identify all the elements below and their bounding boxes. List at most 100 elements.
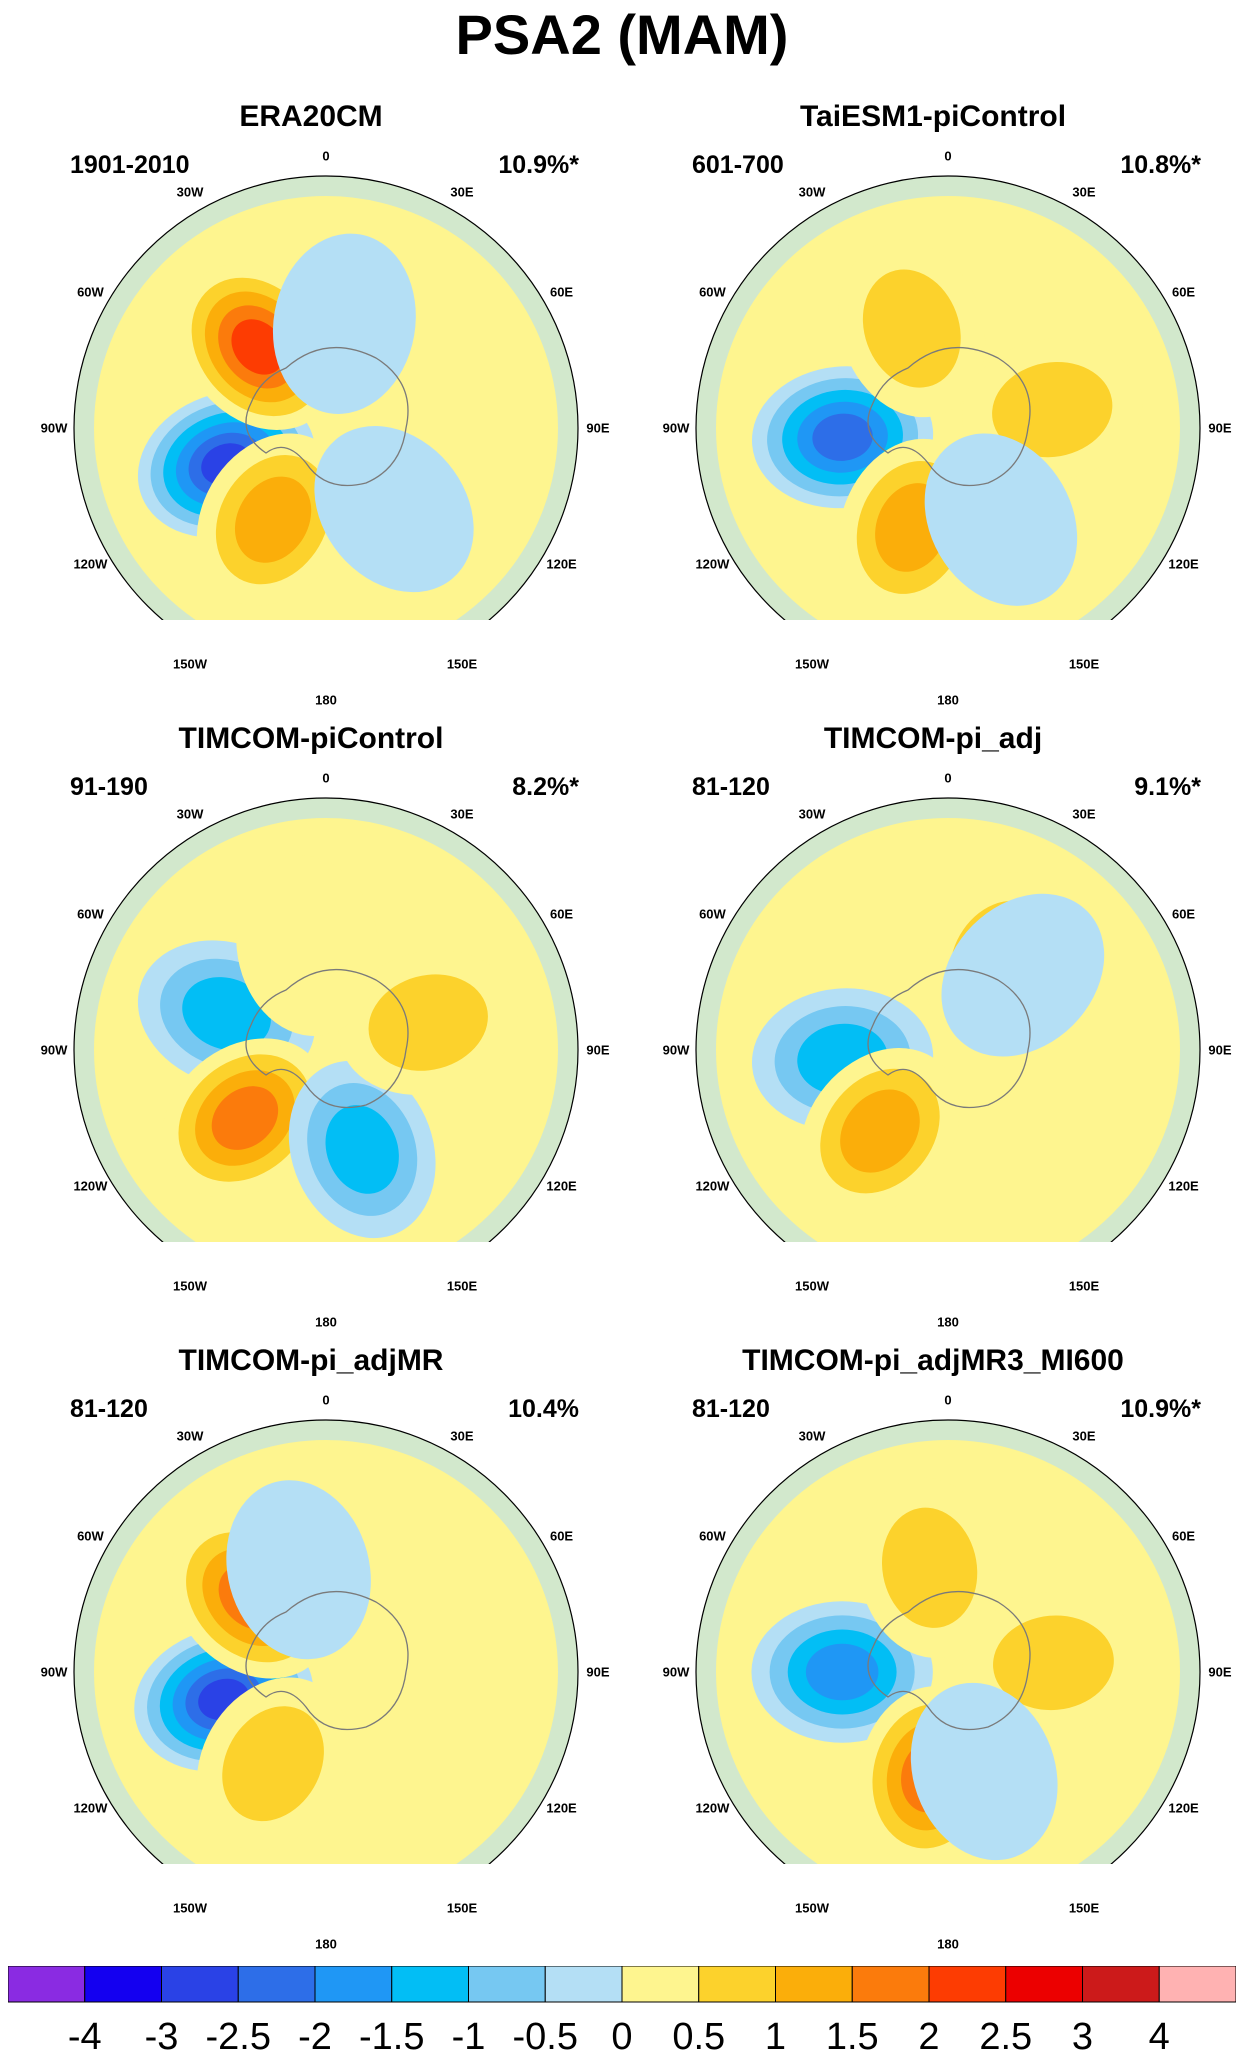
antarctic-coastline <box>245 347 409 487</box>
longitude-label: 90W <box>662 1664 690 1680</box>
longitude-label: 90E <box>1208 1664 1232 1680</box>
negative-anomaly-contour <box>941 893 1105 1057</box>
longitude-label: 150E <box>1068 1278 1100 1294</box>
longitude-label: 150W <box>795 656 829 672</box>
explained-variance: 8.2%* <box>512 773 579 801</box>
longitude-label: 60W <box>699 284 726 300</box>
longitude-label: 0 <box>944 1392 952 1408</box>
colorbar-tick-label: -2 <box>298 2016 332 2058</box>
colorbar-tick-label: -1 <box>451 2016 486 2058</box>
negative-anomaly-contour <box>910 1682 1058 1861</box>
colorbar <box>8 1966 1236 2003</box>
longitude-label: 90E <box>1208 420 1232 436</box>
colorbar-segment <box>851 1966 930 2003</box>
longitude-label: 120W <box>73 1178 108 1194</box>
longitude-label: 120E <box>1168 1178 1199 1194</box>
explained-variance: 10.8%* <box>1120 151 1201 179</box>
colorbar-tick-label: 1.5 <box>825 2016 879 2058</box>
positive-anomaly-contour <box>993 1615 1114 1711</box>
longitude-label: 60E <box>549 1528 574 1544</box>
longitude-label: 180 <box>937 692 959 708</box>
polar-map <box>73 1419 579 1864</box>
panel-title: TIMCOM-pi_adjMR <box>178 1344 444 1377</box>
colorbar-tick-label: 3 <box>1071 2016 1094 2058</box>
longitude-label: 0 <box>322 770 330 786</box>
colorbar-segment <box>1082 1966 1160 2003</box>
map-border <box>73 797 579 1242</box>
longitude-label: 60E <box>549 284 574 300</box>
longitude-label: 30E <box>1072 1428 1096 1444</box>
map-panel: TIMCOM-pi_adjMR3_MI600 81-120 10.9%* 0 30E 60… <box>622 1244 1244 1952</box>
longitude-label: 30E <box>1072 184 1096 200</box>
longitude-label: 120W <box>695 1178 730 1194</box>
longitude-label: 90E <box>1208 1042 1232 1058</box>
map-background <box>696 1420 1200 1864</box>
panel-title: TIMCOM-piControl <box>178 722 444 755</box>
longitude-label: 90W <box>662 420 690 436</box>
longitude-label: 30E <box>1072 806 1096 822</box>
longitude-label: 120W <box>73 556 108 572</box>
polar-map <box>73 797 579 1242</box>
longitude-label: 30W <box>176 1428 204 1444</box>
longitude-label: 60W <box>77 1528 104 1544</box>
longitude-label: 120W <box>695 1800 730 1816</box>
longitude-label: 120E <box>1168 1800 1199 1816</box>
colorbar-tick-label: -2.5 <box>205 2016 271 2058</box>
negative-anomaly-contour <box>924 433 1078 606</box>
longitude-label: 0 <box>322 1392 330 1408</box>
longitude-label: 90W <box>40 420 68 436</box>
panel-title: TIMCOM-pi_adj <box>823 722 1043 755</box>
longitude-label: 90E <box>586 420 610 436</box>
positive-anomaly-contour <box>368 974 488 1071</box>
colorbar-tick-label: -4 <box>67 2016 102 2058</box>
map-border <box>695 175 1201 620</box>
colorbar-tick-label: 1 <box>764 2016 787 2058</box>
longitude-label: 90W <box>40 1664 68 1680</box>
longitude-label: 90W <box>40 1042 68 1058</box>
figure-title: PSA2 (MAM) <box>455 3 789 66</box>
panel-period: 1901-2010 <box>70 151 190 179</box>
colorbar-segment <box>84 1966 162 2003</box>
panel-title: ERA20CM <box>239 100 383 133</box>
colorbar-tick-label: 2 <box>918 2016 940 2058</box>
antarctic-coastline <box>867 1591 1031 1731</box>
panel-period: 81-120 <box>70 1395 148 1423</box>
longitude-label: 150W <box>173 1900 207 1916</box>
polar-map <box>73 175 579 620</box>
panel-period: 91-190 <box>70 773 148 801</box>
colorbar-segment <box>775 1966 853 2003</box>
colorbar-segment <box>8 1966 86 2003</box>
longitude-label: 0 <box>944 770 952 786</box>
positive-anomaly-contour <box>234 476 312 563</box>
polar-map <box>695 1419 1201 1864</box>
colorbar-segment <box>621 1966 700 2003</box>
colorbar-segment <box>161 1966 239 2003</box>
longitude-label: 60E <box>1171 284 1196 300</box>
longitude-label: 180 <box>937 1314 959 1330</box>
longitude-label: 120E <box>546 1800 577 1816</box>
map-panel: ERA20CM 1901-2010 10.9%* 0 30E 60E 90E 120E 150E… <box>0 0 622 708</box>
longitude-label: 150W <box>795 1278 829 1294</box>
colorbar-segment <box>928 1966 1007 2003</box>
map-panel: TaiESM1-piControl 601-700 10.8%* 0 30E 60E 90E… <box>622 0 1244 708</box>
colorbar-segment <box>1005 1966 1083 2003</box>
longitude-label: 60W <box>77 906 104 922</box>
colorbar-tick-label: 4 <box>1148 2016 1170 2058</box>
explained-variance: 10.9%* <box>498 151 579 179</box>
colorbar-segment <box>391 1966 469 2003</box>
negative-anomaly-contour <box>805 1643 879 1701</box>
longitude-label: 60E <box>549 906 574 922</box>
longitude-label: 60W <box>699 906 726 922</box>
map-border <box>695 1419 1201 1864</box>
map-panel: TIMCOM-piControl 91-190 8.2%* 0 30E 60E 90E 120… <box>0 622 622 1330</box>
longitude-label: 180 <box>937 1936 959 1952</box>
longitude-label: 30W <box>798 806 826 822</box>
map-border <box>73 175 579 620</box>
colorbar-tick-label: 0 <box>611 2016 633 2058</box>
antarctic-coastline <box>867 969 1031 1109</box>
longitude-label: 60E <box>1171 906 1196 922</box>
negative-anomaly-contour <box>812 413 873 461</box>
longitude-label: 30E <box>450 806 474 822</box>
longitude-label: 60W <box>77 284 104 300</box>
positive-anomaly-contour <box>236 855 380 1036</box>
